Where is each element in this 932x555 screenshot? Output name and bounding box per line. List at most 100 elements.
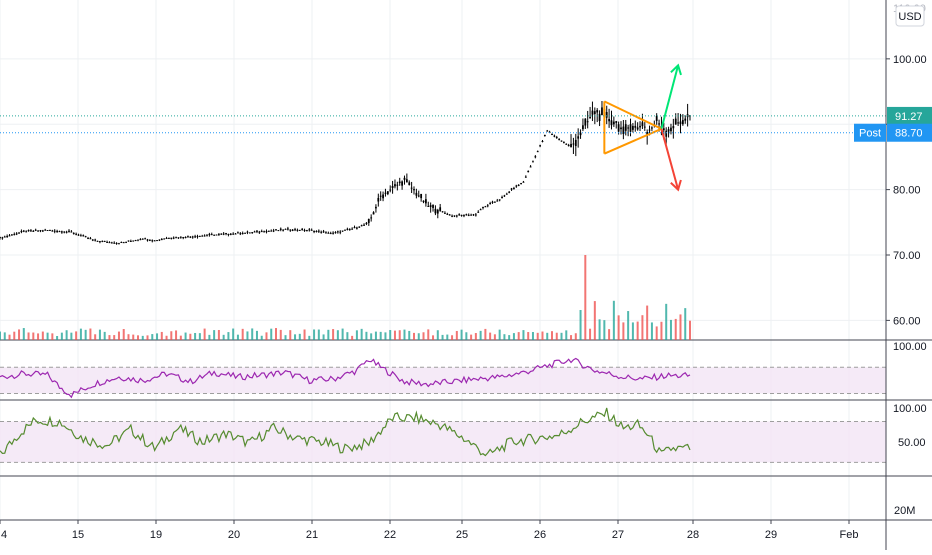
volume-bar	[665, 303, 668, 340]
candle-body	[315, 230, 318, 232]
candle-body	[677, 122, 680, 124]
candle-body	[532, 161, 534, 163]
candle-body	[455, 215, 458, 217]
candle-body	[398, 181, 401, 184]
candle-body	[422, 200, 425, 203]
volume-bar	[194, 332, 197, 340]
candle-body	[63, 231, 66, 233]
indicator2-line	[0, 407, 691, 457]
volume-bar	[346, 332, 349, 340]
volume-bar	[160, 331, 163, 340]
candle-body	[27, 229, 30, 232]
volume-bar	[527, 332, 530, 340]
candle-body	[196, 236, 199, 238]
volume-bar	[379, 331, 382, 340]
volume-bar	[175, 330, 178, 340]
candle-body	[303, 230, 306, 232]
volume-bar	[446, 334, 449, 340]
candle-body	[641, 122, 644, 127]
candle-body	[546, 130, 549, 132]
time-tick-label: 26	[534, 529, 546, 541]
candle-body	[146, 239, 149, 241]
currency-label: USD	[898, 11, 921, 23]
volume-bar	[498, 329, 501, 340]
volume-bar	[317, 329, 320, 340]
volume-bar	[322, 334, 325, 340]
candle-body	[572, 143, 575, 145]
volume-bar	[279, 329, 282, 340]
candle-body	[234, 233, 237, 235]
candle-body	[163, 238, 166, 240]
volume-bar	[512, 333, 515, 340]
volume-bar	[536, 332, 539, 340]
candle-body	[520, 183, 522, 185]
candle-body	[172, 237, 175, 239]
candle-body	[94, 239, 97, 241]
volume-bar	[22, 328, 25, 340]
volume-bar	[403, 329, 406, 340]
price-candles	[0, 101, 691, 245]
candle-body	[41, 230, 44, 232]
candle-body	[258, 231, 261, 233]
candle-body	[222, 233, 225, 235]
volume-bar	[636, 321, 639, 340]
candle-body	[296, 229, 299, 231]
volume-bar	[65, 330, 68, 340]
candle-body	[598, 113, 601, 121]
volume-bar	[522, 330, 525, 340]
volume-bar	[641, 315, 644, 340]
candle-body	[522, 181, 525, 183]
candle-body	[115, 242, 118, 244]
candle-body	[382, 194, 384, 199]
volume-bar	[574, 333, 577, 340]
candle-body	[284, 228, 287, 230]
volume-bar	[427, 329, 430, 340]
volume-bar	[198, 333, 201, 340]
candle-body	[144, 238, 147, 240]
candle-body	[408, 182, 411, 186]
candle-body	[139, 239, 142, 241]
volume-bar	[470, 334, 473, 340]
volume-bar	[179, 335, 182, 340]
volume-bar	[460, 329, 463, 340]
volume-bar	[655, 326, 658, 340]
candle-body	[120, 242, 123, 244]
volume-bar	[436, 330, 439, 340]
candle-body	[65, 231, 68, 233]
candle-body	[377, 197, 380, 202]
volume-bar	[631, 322, 634, 340]
candle-body	[75, 233, 78, 235]
volume-bar	[650, 322, 653, 340]
candle-body	[403, 177, 406, 180]
volume-bar	[0, 331, 1, 340]
volume-bar	[298, 333, 301, 340]
candle-body	[493, 201, 496, 203]
volume-bar	[351, 335, 354, 340]
volume-bar	[422, 332, 425, 340]
candle-body	[275, 229, 277, 231]
volume-bar	[241, 328, 244, 340]
candle-body	[527, 170, 530, 172]
time-tick-label: 29	[765, 529, 777, 541]
volume-bar	[108, 335, 111, 340]
price-tick-label: 100.00	[893, 54, 927, 66]
candle-body	[348, 229, 351, 231]
volume-bar	[608, 329, 611, 340]
volume-bar	[455, 330, 458, 340]
volume-bar	[579, 310, 582, 340]
candle-body	[153, 240, 156, 242]
time-tick-label: 21	[306, 529, 318, 541]
candle-body	[298, 229, 301, 231]
volume-bar	[660, 321, 663, 340]
volume-bar	[389, 330, 392, 340]
candle-body	[187, 236, 189, 238]
volume-bar	[222, 334, 225, 340]
volume-bar	[213, 330, 216, 340]
volume-bar	[208, 334, 211, 340]
time-tick-label: 19	[150, 529, 162, 541]
candle-body	[51, 230, 54, 232]
candle-body	[584, 118, 587, 126]
candle-body	[444, 212, 446, 214]
volume-bar	[232, 328, 235, 340]
